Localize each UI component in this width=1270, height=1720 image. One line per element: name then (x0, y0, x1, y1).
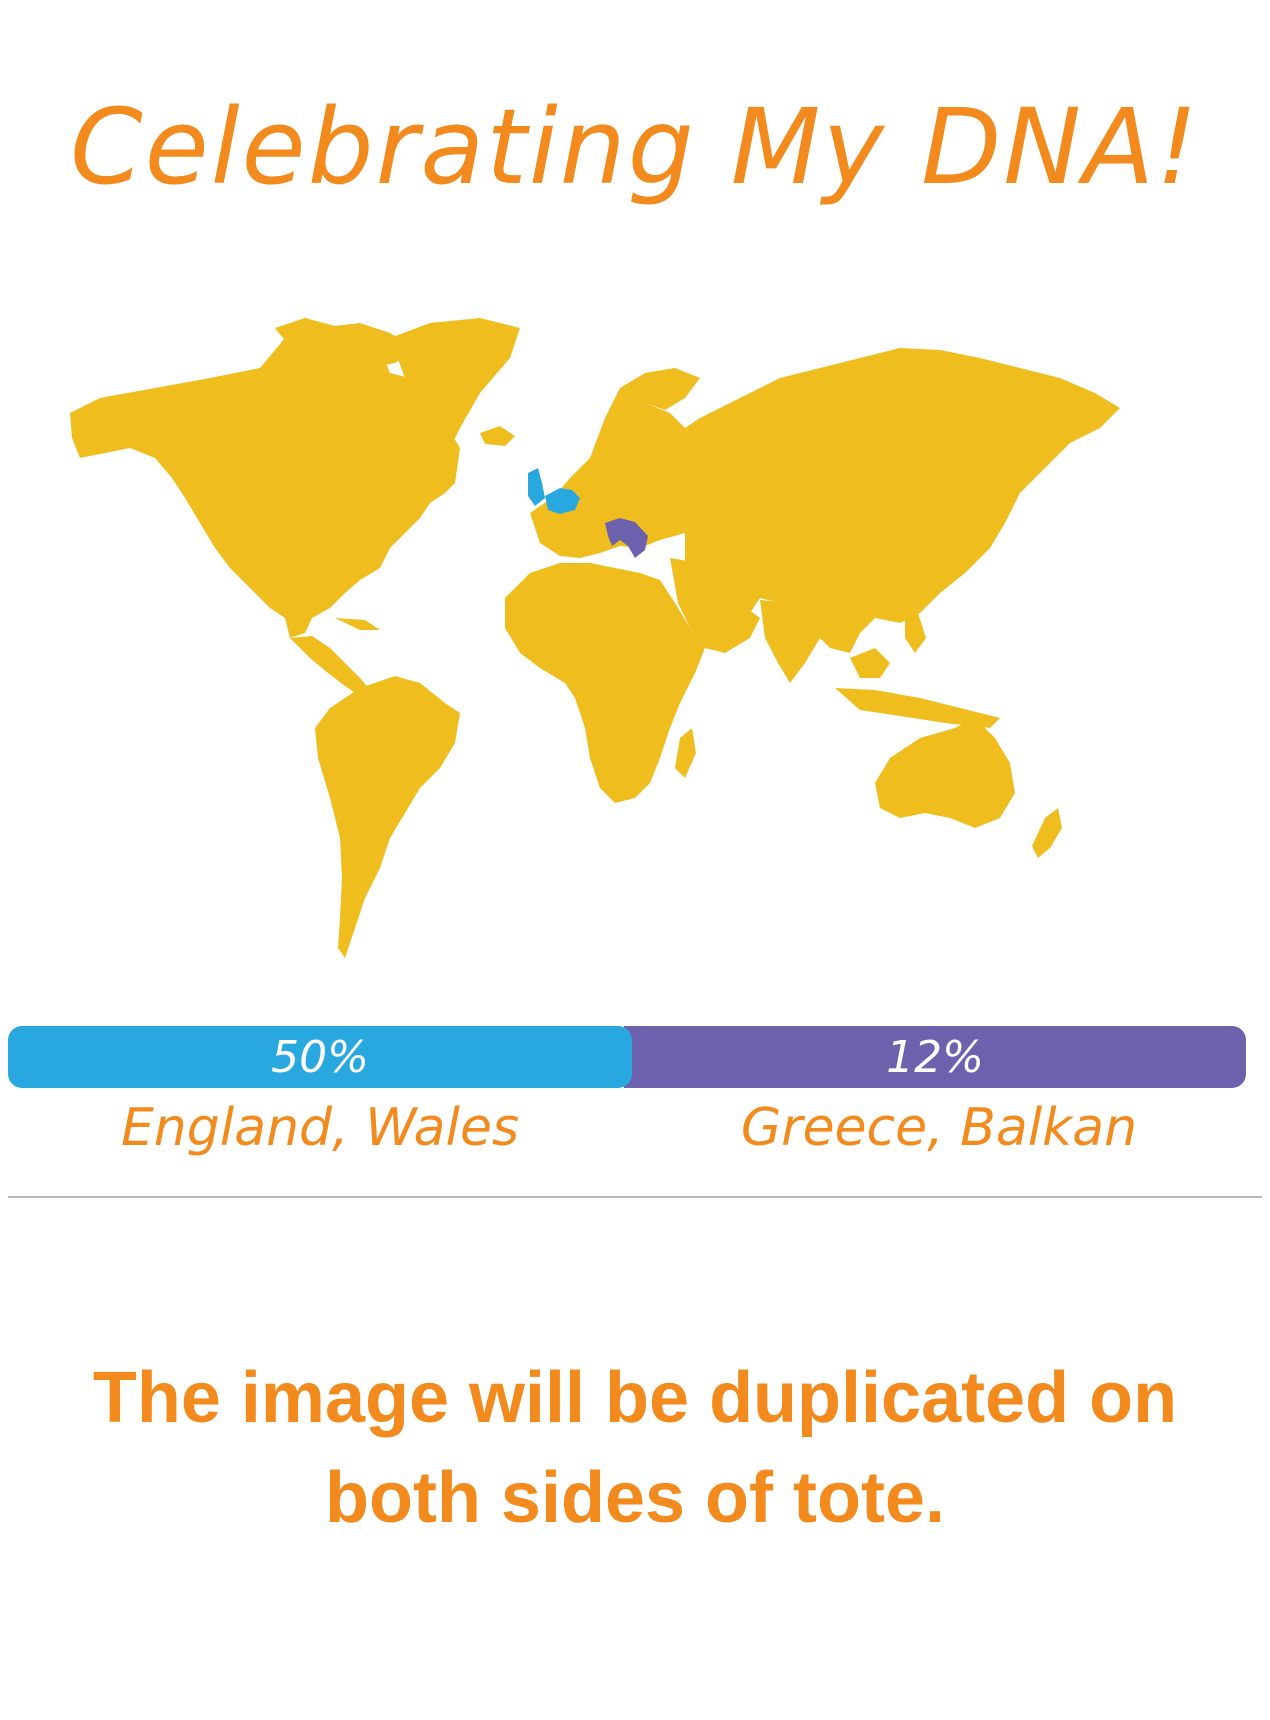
australia-landmass (875, 718, 1015, 828)
section-divider (8, 1196, 1262, 1198)
duplication-notice: The image will be duplicated on both sid… (0, 1348, 1270, 1548)
central-america-landmass (290, 636, 370, 696)
caribbean-landmass (335, 618, 380, 630)
greece-balkan-region (605, 518, 648, 558)
england-wales-percent-bar: 50% (8, 1026, 632, 1088)
europe-landmass (530, 403, 725, 558)
new-zealand-landmass (1032, 808, 1062, 858)
greece-balkan-label: Greece, Balkan (740, 1098, 1138, 1158)
greece-balkan-percent-bar: 12% (624, 1026, 1246, 1088)
madagascar-landmass (675, 728, 696, 778)
greece-balkan-percent: 12% (886, 1031, 984, 1083)
asia-landmass (685, 348, 1120, 653)
southeast-asia-landmass (850, 648, 890, 678)
india-landmass (760, 600, 820, 683)
philippines-landmass (905, 613, 926, 653)
africa-landmass (505, 563, 705, 803)
page-title: Celebrating My DNA! (70, 86, 1200, 208)
north-america-landmass (70, 330, 460, 638)
indonesia-landmass (835, 688, 1000, 728)
england-wales-region (528, 468, 580, 514)
iceland-landmass (480, 426, 515, 446)
notice-line-2: both sides of tote. (325, 1458, 945, 1538)
england-wales-percent: 50% (271, 1031, 369, 1083)
arctic-islands-landmass (275, 318, 415, 368)
greenland-landmass (390, 318, 520, 458)
notice-line-1: The image will be duplicated on (92, 1358, 1178, 1438)
south-america-landmass (315, 676, 460, 958)
world-map-icon (60, 318, 1210, 978)
scandinavia-landmass (590, 368, 700, 458)
japan-landmass (932, 488, 960, 548)
england-wales-label: England, Wales (120, 1098, 520, 1158)
arabia-landmass (670, 558, 760, 653)
